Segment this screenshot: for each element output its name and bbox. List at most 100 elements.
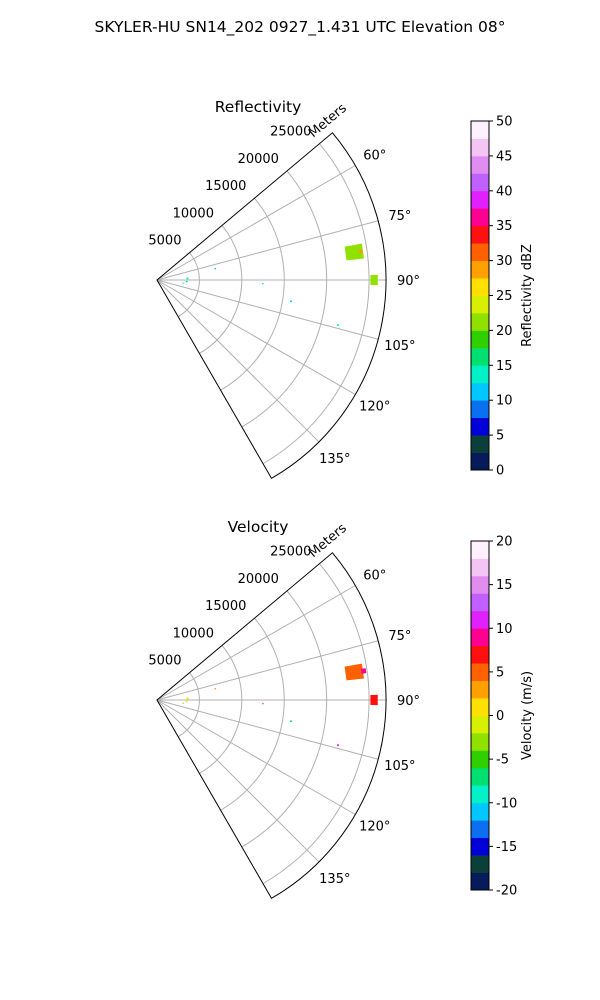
colorbar-tick-label: -10	[496, 796, 517, 811]
colorbar-label: Reflectivity dBZ	[520, 244, 535, 347]
range-ring	[241, 170, 328, 428]
chart-title: Reflectivity	[215, 98, 302, 116]
colorbar-tick-label: 15	[496, 578, 513, 593]
range-ring	[220, 197, 285, 391]
colorbar-segment	[471, 400, 489, 419]
azimuth-tick-label: 60°	[363, 568, 386, 583]
azimuth-tick-label: 60°	[363, 148, 386, 163]
colorbar-segment	[471, 715, 489, 734]
range-tick-label: 20000	[238, 572, 279, 587]
colorbar-tick-label: 25	[496, 289, 513, 304]
colorbar-tick-label: 30	[496, 254, 513, 269]
range-tick-label: 10000	[173, 206, 214, 221]
azimuth-tick-label: 135°	[319, 452, 350, 467]
colorbar-segment	[471, 558, 489, 577]
colorbar-tick-label: 10	[496, 622, 513, 637]
range-tick-label: 20000	[238, 152, 279, 167]
colorbar-segment	[471, 208, 489, 227]
azimuth-gridline	[156, 279, 320, 443]
reflectivity-panel: Reflectivity 5000 10000 15000 20000 25000Mete…	[148, 98, 535, 480]
colorbar-segment	[471, 243, 489, 261]
colorbar-tick-label: -5	[496, 753, 509, 768]
range-axis-label: Meters	[306, 521, 350, 561]
colorbar-segment	[471, 452, 489, 471]
colorbar-segment	[471, 837, 489, 856]
colorbar-segment	[471, 347, 489, 366]
radar-echo	[359, 249, 363, 254]
colorbar-tick-label: 15	[496, 359, 513, 374]
azimuth-tick-label: 105°	[384, 759, 415, 774]
colorbar-segment	[471, 767, 489, 786]
azimuth-gridline	[156, 699, 320, 863]
colorbar-segment	[471, 680, 489, 699]
colorbar: -20 -15 -10 -5 0 5 10 15 20 Velocity (m/s)	[470, 535, 535, 899]
radar-echo	[370, 694, 378, 706]
colorbar-segment	[471, 698, 489, 716]
colorbar-segment	[471, 330, 489, 349]
range-tick-label: 15000	[205, 599, 246, 614]
colorbar-tick-label: 20	[496, 535, 513, 550]
range-ring	[220, 617, 285, 811]
range-ring	[199, 645, 243, 774]
colorbar-segment	[471, 645, 489, 664]
radar-echo	[336, 743, 340, 747]
range-ring	[241, 590, 328, 848]
colorbar-segment	[471, 382, 489, 401]
azimuth-gridline	[156, 165, 356, 281]
colorbar-segment	[471, 225, 489, 244]
range-tick-label: 15000	[205, 179, 246, 194]
colorbar-segment	[471, 121, 489, 139]
range-ring	[262, 563, 370, 885]
azimuth-tick-label: 90°	[397, 694, 420, 709]
azimuth-gridline	[156, 699, 356, 815]
radar-echo	[185, 280, 188, 283]
colorbar: 0 5 10 15 20 25 30 35 40 45 50 Reflectivity dBZ	[470, 115, 535, 479]
radar-echo	[186, 277, 189, 280]
radar-echo	[336, 323, 340, 327]
colorbar-tick-label: 0	[496, 464, 504, 479]
azimuth-tick-label: 120°	[359, 400, 390, 415]
azimuth-tick-label: 120°	[359, 820, 390, 835]
azimuth-tick-label: 135°	[319, 872, 350, 887]
range-tick-label: 25000	[270, 545, 311, 560]
range-ring	[262, 143, 370, 465]
colorbar-segment	[471, 295, 489, 314]
range-tick-label: 5000	[148, 234, 181, 249]
colorbar-segment	[471, 155, 489, 174]
radar-echo	[214, 687, 217, 690]
radar-echo	[182, 702, 184, 704]
range-tick-label: 5000	[148, 654, 181, 669]
figure-title: SKYLER-HU SN14_202 0927_1.431 UTC Elevat…	[95, 18, 506, 37]
colorbar-segment	[471, 365, 489, 384]
colorbar-tick-label: 5	[496, 665, 504, 680]
azimuth-tick-label: 75°	[388, 629, 411, 644]
colorbar-segment	[471, 750, 489, 769]
colorbar-segment	[471, 593, 489, 612]
colorbar-segment	[471, 575, 489, 594]
colorbar-segment	[471, 785, 489, 804]
azimuth-gridline	[156, 585, 356, 701]
azimuth-tick-label: 105°	[384, 339, 415, 354]
colorbar-segment	[471, 417, 489, 436]
radar-echo	[262, 703, 264, 705]
colorbar-segment	[471, 802, 489, 821]
sector-outline	[156, 132, 387, 480]
colorbar-segment	[471, 872, 489, 891]
colorbar-tick-label: 5	[496, 429, 504, 444]
radar-echo	[182, 282, 184, 284]
colorbar-segment	[471, 312, 489, 331]
azimuth-gridline	[156, 279, 379, 340]
radar-echo	[289, 300, 293, 303]
colorbar-segment	[471, 663, 489, 681]
colorbar-segment	[471, 628, 489, 647]
colorbar-tick-label: 20	[496, 324, 513, 339]
azimuth-gridline	[156, 699, 379, 760]
colorbar-tick-label: 35	[496, 219, 513, 234]
colorbar-segment	[471, 260, 489, 279]
azimuth-gridline	[156, 279, 356, 395]
azimuth-tick-label: 75°	[388, 209, 411, 224]
colorbar-segment	[471, 190, 489, 209]
azimuth-gridline	[156, 220, 379, 281]
